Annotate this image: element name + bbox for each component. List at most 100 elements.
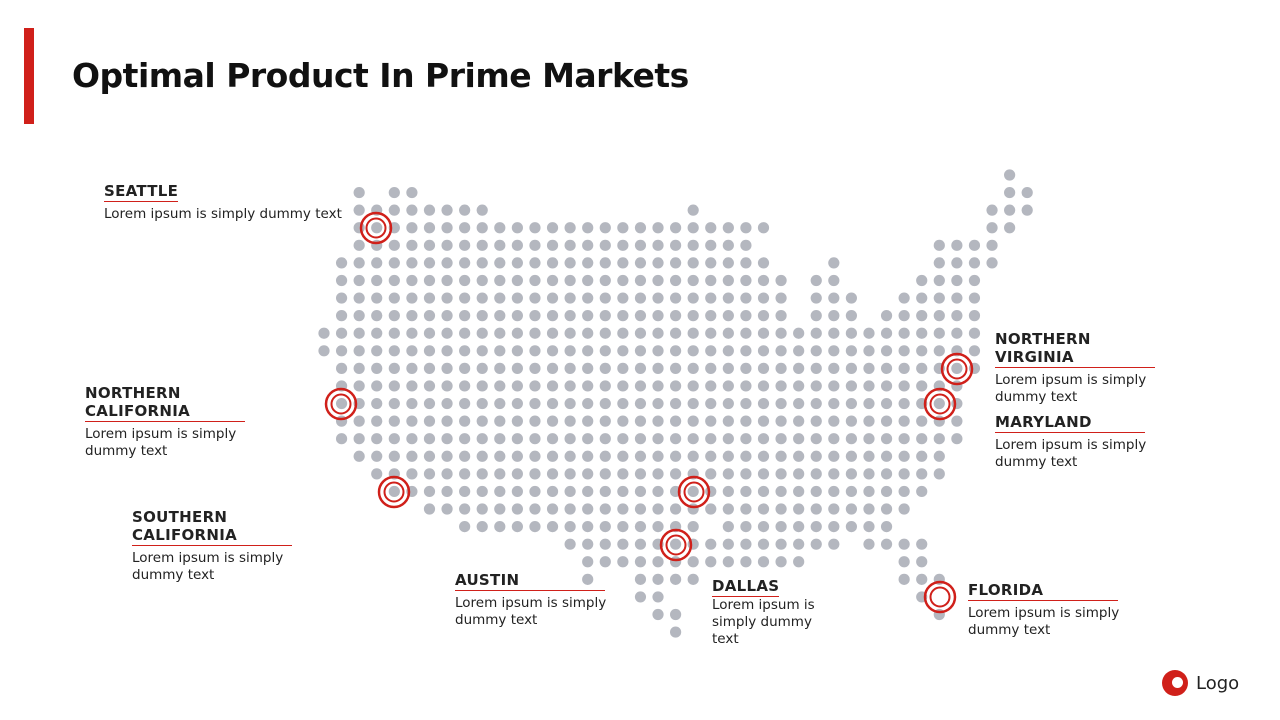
map-dot	[441, 380, 453, 392]
map-dot	[599, 397, 611, 410]
map-dot	[494, 503, 506, 515]
map-dot	[634, 415, 647, 427]
map-dot	[880, 503, 893, 515]
map-dot	[722, 521, 734, 533]
map-dot	[459, 345, 471, 357]
location-name: NORTHERN CALIFORNIA	[85, 384, 245, 422]
map-dot	[793, 362, 805, 374]
map-dot	[494, 521, 506, 533]
map-dot	[564, 485, 576, 498]
map-dot	[546, 257, 559, 269]
map-dot	[371, 450, 383, 462]
map-dot	[916, 556, 928, 568]
map-dot	[529, 274, 541, 287]
map-dot	[494, 380, 506, 392]
map-dot	[775, 310, 787, 322]
map-dot	[880, 310, 893, 322]
map-dot	[511, 362, 523, 374]
map-dot	[441, 485, 453, 498]
map-dot	[687, 274, 699, 287]
map-dot	[529, 310, 541, 322]
map-dot	[968, 292, 981, 304]
map-dot	[353, 204, 365, 216]
map-dot	[968, 310, 981, 322]
map-dot	[476, 450, 488, 462]
map-dot	[546, 397, 559, 410]
map-dot	[916, 573, 928, 585]
map-dot	[986, 239, 998, 251]
map-dot	[459, 433, 471, 445]
map-dot	[564, 327, 576, 339]
map-dot	[634, 380, 647, 392]
map-dot	[740, 485, 752, 498]
map-dot	[705, 362, 717, 374]
map-dot	[441, 327, 453, 339]
map-dot	[459, 380, 471, 392]
map-dot	[722, 362, 734, 374]
map-dot	[423, 239, 436, 251]
map-dot	[828, 345, 840, 357]
map-dot	[599, 292, 611, 304]
location-name: MARYLAND	[995, 413, 1145, 433]
location-name: DALLAS	[712, 577, 780, 597]
map-dot	[757, 327, 770, 339]
map-dot	[423, 345, 436, 357]
map-dot	[634, 397, 647, 410]
map-dot	[863, 450, 875, 462]
map-dot	[793, 503, 805, 515]
map-dot	[705, 433, 717, 445]
map-dot	[740, 468, 752, 480]
map-dot	[441, 468, 453, 480]
map-dot	[582, 485, 594, 498]
map-dot	[810, 380, 822, 392]
map-dot	[617, 415, 629, 427]
map-dot	[740, 397, 752, 410]
map-dot	[898, 433, 910, 445]
map-dot	[582, 538, 594, 550]
map-dot	[617, 292, 629, 304]
map-dot	[810, 292, 822, 304]
map-dot	[670, 538, 682, 550]
map-dot	[582, 397, 594, 410]
map-dot	[476, 503, 488, 515]
map-dot	[828, 415, 840, 427]
map-dot	[406, 468, 418, 480]
map-dot	[845, 310, 858, 322]
map-dot	[388, 397, 400, 410]
map-dot	[441, 362, 453, 374]
map-dot	[898, 362, 910, 374]
map-dot	[476, 468, 488, 480]
map-dot	[775, 468, 787, 480]
map-dot	[634, 538, 647, 550]
map-dot	[494, 310, 506, 322]
map-dot	[652, 521, 664, 533]
map-dot	[546, 503, 559, 515]
map-dot	[775, 450, 787, 462]
map-dot	[388, 239, 400, 251]
map-dot	[582, 380, 594, 392]
map-dot	[546, 345, 559, 357]
map-dot	[388, 274, 400, 287]
map-dot	[353, 274, 365, 287]
map-dot	[845, 521, 858, 533]
map-dot	[652, 573, 664, 585]
map-dot	[916, 327, 928, 339]
map-dot	[353, 239, 365, 251]
map-dot	[916, 362, 928, 374]
map-dot	[705, 397, 717, 410]
map-dot	[335, 397, 348, 410]
map-dot	[371, 292, 383, 304]
map-dot	[705, 380, 717, 392]
map-dot	[529, 222, 541, 234]
map-dot	[353, 450, 365, 462]
map-dot	[388, 292, 400, 304]
map-dot	[582, 239, 594, 251]
map-dot	[687, 327, 699, 339]
location-text: Lorem ipsum is simply dummy text	[712, 597, 815, 647]
logo: Logo	[1162, 670, 1239, 696]
map-dot	[705, 556, 717, 568]
map-dot	[476, 239, 488, 251]
map-dot	[757, 274, 770, 287]
map-dot	[652, 591, 664, 603]
map-dot	[529, 450, 541, 462]
